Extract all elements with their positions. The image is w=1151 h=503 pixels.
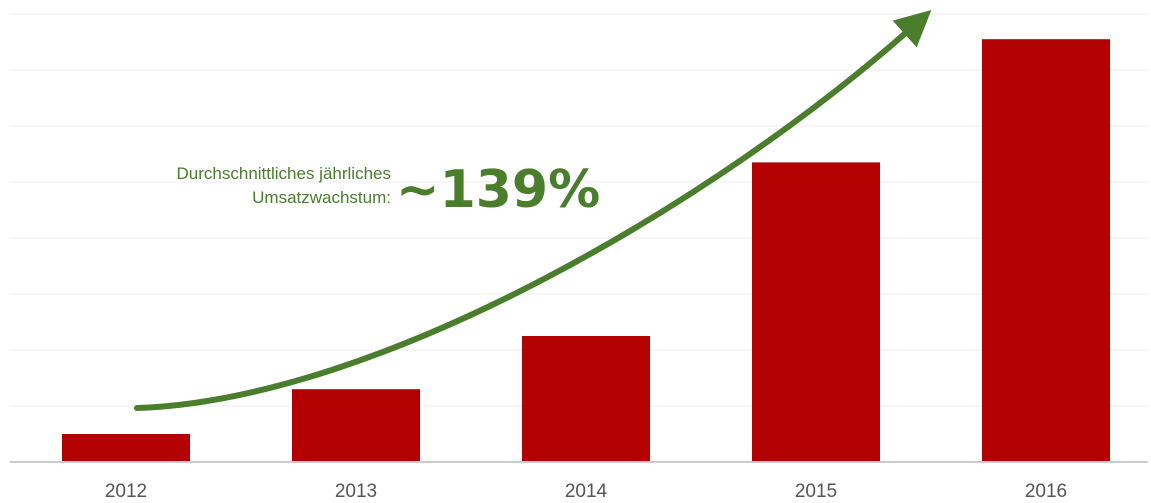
gridlines <box>10 13 1148 407</box>
bars <box>62 39 1110 462</box>
x-tick-label: 2014 <box>565 481 608 502</box>
bar-2013 <box>292 389 420 462</box>
annotation-line2: Umsatzwachstum: <box>252 188 391 207</box>
bar-2016 <box>982 39 1110 462</box>
growth-arrow <box>134 9 932 411</box>
bar-2015 <box>752 162 880 462</box>
x-tick-label: 2015 <box>795 481 837 502</box>
x-tick-labels: 2012 2013 2014 2015 2016 <box>105 481 1067 502</box>
x-tick-label: 2012 <box>105 481 147 502</box>
bar-2012 <box>62 434 190 462</box>
annotation-line1: Durchschnittliches jährliches <box>177 164 391 183</box>
x-tick-label: 2016 <box>1025 481 1067 502</box>
annotation-value: ~139% <box>396 160 600 220</box>
bar-2014 <box>522 336 650 462</box>
x-tick-label: 2013 <box>335 481 377 502</box>
growth-annotation: Durchschnittliches jährliches Umsatzwach… <box>177 160 601 220</box>
